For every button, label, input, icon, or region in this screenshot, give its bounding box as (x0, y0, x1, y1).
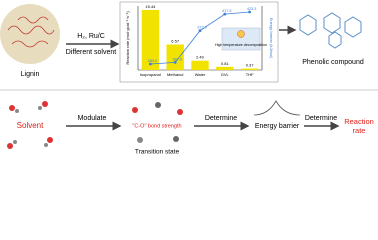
bond-label: "C-O" bond strength (132, 123, 181, 129)
line-point (173, 60, 177, 64)
x-tick-label: Isopropanol (140, 72, 161, 77)
annotation-box (221, 27, 261, 51)
line-point (248, 10, 252, 14)
x-tick-label: THF (246, 72, 254, 77)
condition: Different solvent (66, 49, 117, 56)
barrier-label: Energy barrier (255, 123, 300, 130)
solvent-label: Solvent (17, 121, 44, 130)
step-label: Determine (205, 115, 237, 122)
graphic: Lignin H₂, Ru/C Different solvent Reacti… (0, 1, 378, 156)
solvent-molecules (7, 101, 53, 149)
bar-value-label: 0.81 (221, 61, 230, 66)
bar-value-label: 2.40 (196, 55, 205, 60)
line-value-label: 283.2 (148, 59, 158, 63)
bar (240, 68, 259, 70)
y-axis-label: Reaction rate (mol·gcat⁻¹·h⁻¹) (125, 11, 130, 65)
lignin-structure (7, 16, 55, 48)
step-label: Modulate (78, 115, 107, 122)
bar (216, 66, 234, 70)
bar (191, 60, 209, 70)
lignin-image (0, 4, 60, 64)
bar-value-label: 0.37 (246, 63, 255, 68)
x-tick-label: GVL (221, 72, 230, 77)
product-label: Phenolic compound (302, 59, 364, 66)
barrier-curve (253, 100, 301, 116)
step-label: Determine (305, 115, 337, 122)
bar (141, 10, 160, 70)
annotation: High temperature decomposition (215, 43, 267, 47)
lignin-label: Lignin (21, 71, 40, 78)
sad-face (237, 30, 245, 38)
plot: Isopropanol 15.44 Methanol 6.57 Water 2.40 GVL… (140, 4, 259, 77)
line-value-label: 417.5 (222, 9, 232, 13)
bar (166, 44, 184, 70)
transition-state (132, 102, 183, 143)
bar-value-label: 15.44 (145, 4, 156, 9)
x-tick-label: Water (195, 72, 206, 77)
line-value-label: 287.6 (172, 57, 182, 61)
line-value-label: 423.3 (247, 7, 257, 11)
bar-value-label: 6.57 (171, 39, 180, 44)
line-point (223, 12, 227, 16)
line-point (149, 62, 152, 66)
line-value-label: 372.9 (197, 26, 207, 30)
line-point (198, 29, 202, 33)
y2-axis-label: Energy barrier (kJ/mol) (269, 18, 274, 59)
ts-label: Transition state (135, 149, 180, 156)
reagents: H₂, Ru/C (77, 33, 105, 40)
x-tick-label: Methanol (167, 72, 184, 77)
rate-label: Reaction rate (344, 117, 374, 135)
phenolic-molecules (299, 12, 362, 49)
